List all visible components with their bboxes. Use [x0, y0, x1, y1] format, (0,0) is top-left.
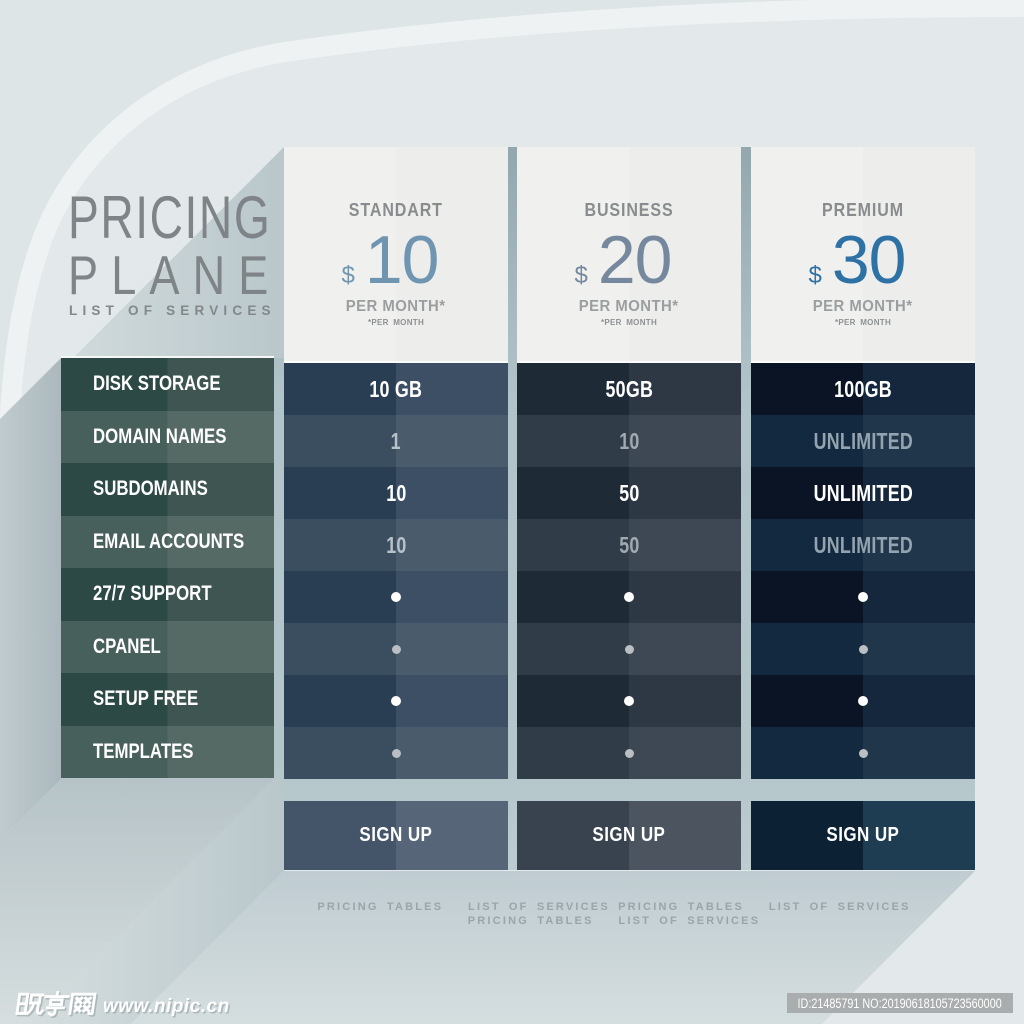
svg-text:www.nipic.cn: www.nipic.cn	[105, 998, 232, 1019]
svg-text:www.nipic.cn: www.nipic.cn	[103, 996, 230, 1017]
